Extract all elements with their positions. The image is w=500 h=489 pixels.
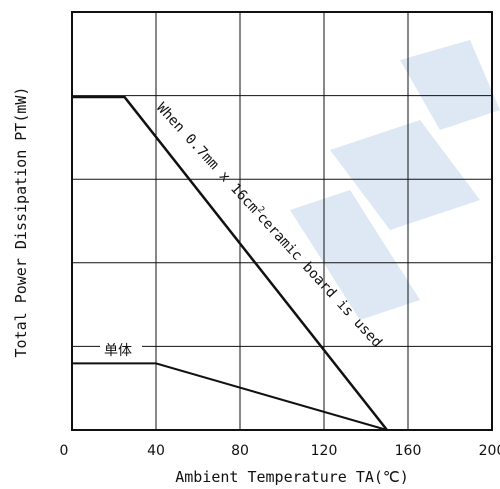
x-tick-label-200: 200	[479, 443, 500, 459]
single-label-bg	[100, 341, 142, 359]
series-line-ceramic-board	[72, 95, 388, 431]
series-line-single	[72, 362, 388, 431]
x-tick-label-80: 80	[231, 443, 249, 459]
watermark	[290, 40, 500, 320]
single-series-label: 单体	[104, 343, 132, 359]
x-tick-label-0: 0	[60, 443, 69, 459]
x-tick-label-40: 40	[147, 443, 165, 459]
x-tick-label-120: 120	[311, 443, 338, 459]
gridlines	[72, 12, 492, 430]
x-tick-label-160: 160	[395, 443, 422, 459]
x-axis-label: Ambient Temperature TA(℃)	[175, 468, 409, 486]
series-lines	[72, 95, 388, 431]
plot-frame	[71, 11, 493, 431]
x-tick-labels: 0 40 80 120 160 200	[60, 443, 500, 459]
y-axis-label: Total Power Dissipation PT(mW)	[12, 87, 30, 358]
